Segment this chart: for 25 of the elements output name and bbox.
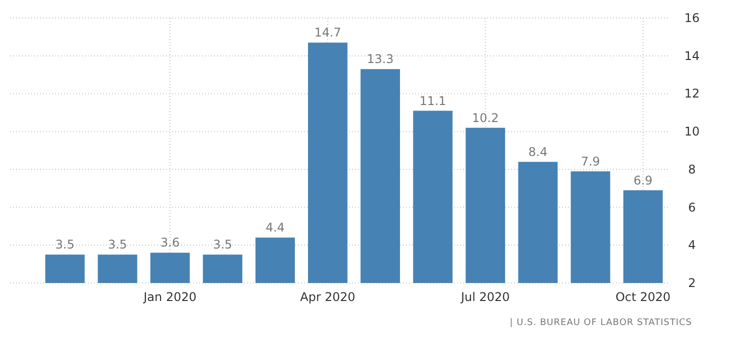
- data-label: 7.9: [580, 154, 600, 168]
- data-label: 8.4: [528, 144, 548, 159]
- x-tick-label: Oct 2020: [615, 290, 671, 304]
- x-tick-label: Jan 2020: [142, 290, 196, 304]
- y-tick-label: 12: [684, 86, 700, 101]
- data-label: 3.5: [213, 238, 232, 252]
- data-label: 3.5: [108, 238, 128, 252]
- data-label: 11.1: [419, 94, 446, 108]
- data-label: 13.3: [366, 52, 394, 66]
- y-tick-label: 4: [688, 238, 696, 252]
- text: | U.S. BUREAU OF LABOR STATISTICS: [510, 318, 692, 328]
- data-label: 6.9: [633, 173, 653, 188]
- data-label: 14.7: [314, 26, 342, 40]
- data-label: 3.6: [160, 236, 180, 250]
- data-label: 10.2: [472, 110, 499, 125]
- y-tick-label: 14: [684, 48, 700, 63]
- y-tick-label: 8: [688, 162, 696, 176]
- x-tick-label: Jul 2020: [460, 290, 510, 304]
- y-tick-label: 2: [688, 276, 696, 290]
- y-tick-label: 16: [684, 11, 700, 25]
- y-tick-label: 10: [684, 124, 700, 139]
- x-tick-label: Apr 2020: [300, 290, 356, 304]
- data-label: 3.5: [55, 238, 75, 252]
- y-tick-label: 6: [688, 200, 696, 214]
- data-label: 4.4: [266, 220, 285, 235]
